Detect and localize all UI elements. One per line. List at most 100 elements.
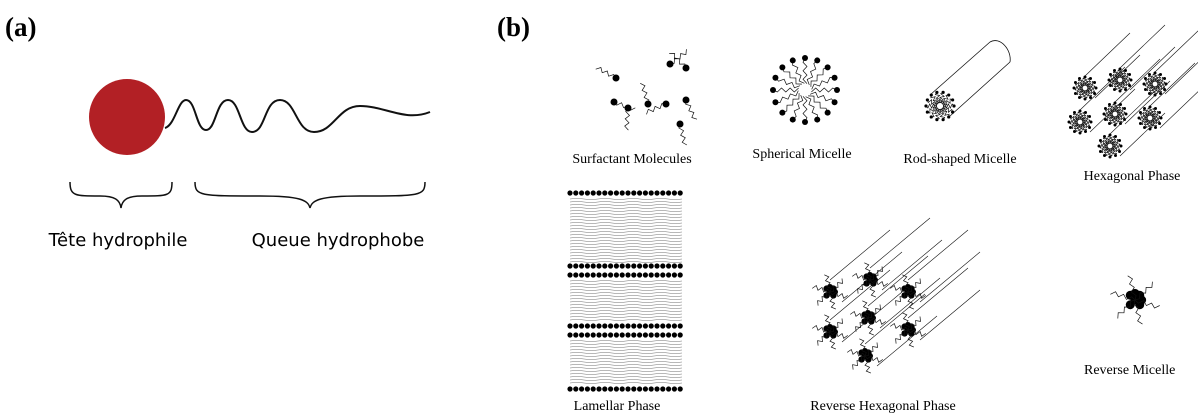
chain <box>669 53 687 69</box>
head-dot <box>1107 78 1111 82</box>
chain <box>569 204 683 206</box>
chain <box>1142 108 1151 117</box>
chain <box>678 123 688 146</box>
head-dot <box>1078 131 1082 135</box>
chain <box>1106 134 1114 145</box>
chain <box>935 108 942 120</box>
chain <box>828 331 837 350</box>
chain <box>1149 108 1157 118</box>
chain <box>569 307 683 309</box>
head-dot <box>631 190 637 196</box>
chain <box>1073 84 1084 92</box>
chain <box>863 355 872 374</box>
head-dot <box>619 386 625 392</box>
chain <box>569 376 683 378</box>
head-dot <box>654 323 660 329</box>
head-dot <box>1078 96 1081 100</box>
head-dot <box>1103 134 1106 138</box>
chain <box>569 198 683 200</box>
head-dot <box>1098 139 1102 142</box>
chain <box>569 301 683 303</box>
chain <box>1084 78 1092 88</box>
chain <box>1103 110 1114 118</box>
chain <box>817 331 831 346</box>
chain <box>907 291 927 299</box>
head-dot <box>826 324 834 331</box>
head-dot <box>567 323 573 329</box>
brace <box>194 181 426 209</box>
chain <box>940 107 950 117</box>
head-dot <box>1148 105 1152 109</box>
head-dot <box>951 110 955 114</box>
head-dot <box>1103 107 1107 110</box>
head-dot <box>861 348 869 355</box>
chain <box>1155 83 1165 91</box>
chain <box>1103 146 1111 156</box>
head-dot <box>671 263 678 269</box>
head-dot <box>1164 82 1168 86</box>
head-dot <box>602 386 608 392</box>
rod <box>1154 30 1198 95</box>
head-dot <box>802 55 808 61</box>
chain <box>1140 117 1149 126</box>
head-dot <box>666 60 674 68</box>
head-dot <box>824 109 831 116</box>
head-dot <box>619 272 625 278</box>
chain <box>934 92 942 104</box>
head-dot <box>824 64 831 71</box>
head-dot <box>904 322 912 329</box>
chain <box>1079 123 1088 132</box>
head-dot <box>1114 154 1117 158</box>
chain <box>938 92 945 104</box>
chain <box>889 322 909 331</box>
chain <box>1108 114 1116 124</box>
head-dot <box>660 386 666 392</box>
head-dot <box>1128 73 1132 76</box>
head-dot <box>654 190 660 196</box>
head-dot <box>779 64 786 71</box>
head-dot <box>610 98 618 106</box>
chain <box>569 280 683 282</box>
head-dot <box>579 263 585 269</box>
chain <box>810 67 828 87</box>
head-dot <box>1137 116 1141 120</box>
head-dot <box>1072 86 1076 90</box>
head-dot <box>1068 126 1072 129</box>
chain <box>869 279 889 287</box>
chain <box>846 348 866 357</box>
chain <box>1154 74 1162 84</box>
chain <box>829 331 849 339</box>
chain <box>1111 102 1119 113</box>
chain <box>569 370 683 372</box>
chain <box>569 255 683 257</box>
chain <box>942 103 955 109</box>
chain <box>1110 145 1120 153</box>
head-dot <box>573 332 579 338</box>
head-dot <box>1163 88 1167 91</box>
head-dot <box>648 272 654 278</box>
head-dot <box>904 284 912 291</box>
head-dot <box>1093 81 1097 84</box>
head-dot <box>1067 120 1071 124</box>
head-dot <box>660 332 666 338</box>
head-dot <box>1073 110 1076 114</box>
head-dot <box>662 100 670 108</box>
chain <box>811 77 835 90</box>
head-dot <box>608 323 614 329</box>
head-dot <box>648 386 654 392</box>
chain <box>782 67 802 85</box>
head-dot <box>951 98 955 102</box>
chain <box>1113 80 1121 90</box>
chain <box>829 291 849 299</box>
head-dot <box>637 332 643 338</box>
head-dot <box>637 323 643 329</box>
chain <box>569 289 683 291</box>
head-dot <box>1163 77 1167 80</box>
tail <box>164 98 431 134</box>
head-dot <box>579 332 585 338</box>
chain <box>792 60 805 84</box>
chain <box>802 96 808 123</box>
head-dot <box>613 323 620 329</box>
head-dot <box>567 332 573 338</box>
